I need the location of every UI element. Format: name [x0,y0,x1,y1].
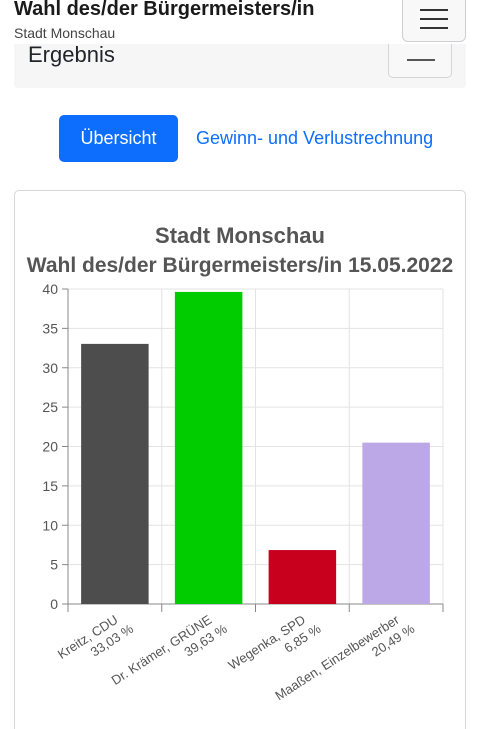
section-toggle-button[interactable] [388,40,452,78]
chart-card: Stadt Monschau Wahl des/der Bürgermeister… [14,190,466,729]
tab-profit-loss[interactable]: Gewinn- und Verlustrechnung [196,128,434,148]
y-tick-label: 35 [42,320,58,336]
bar-3 [268,550,337,604]
bar-1 [81,343,149,604]
y-tick-label: 25 [42,399,58,415]
y-tick-label: 40 [42,281,58,297]
tab-overview[interactable]: Übersicht [59,115,178,162]
y-tick-label: 30 [42,360,58,376]
bar-4 [362,442,430,604]
menu-button[interactable] [402,0,466,42]
bar-chart: Stadt Monschau Wahl des/der Bürgermeister… [27,223,453,703]
page-subtitle: Stadt Monschau [14,25,116,41]
y-tick-label: 20 [42,439,58,455]
y-tick-label: 15 [42,478,58,494]
chart-title: Stadt Monschau [155,223,325,248]
hamburger-menu-icon [407,59,435,61]
page-title: Wahl des/der Bürgermeisters/in [14,0,315,20]
y-tick-label: 5 [50,557,58,573]
section-title: Ergebnis [28,42,115,67]
y-tick-label: 0 [50,596,58,612]
y-tick-label: 10 [42,517,58,533]
bar-2 [174,291,243,604]
chart-subtitle: Wahl des/der Bürgermeisters/in 15.05.202… [27,254,453,277]
app-header: Wahl des/der Bürgermeisters/in Stadt Mon… [0,0,480,44]
